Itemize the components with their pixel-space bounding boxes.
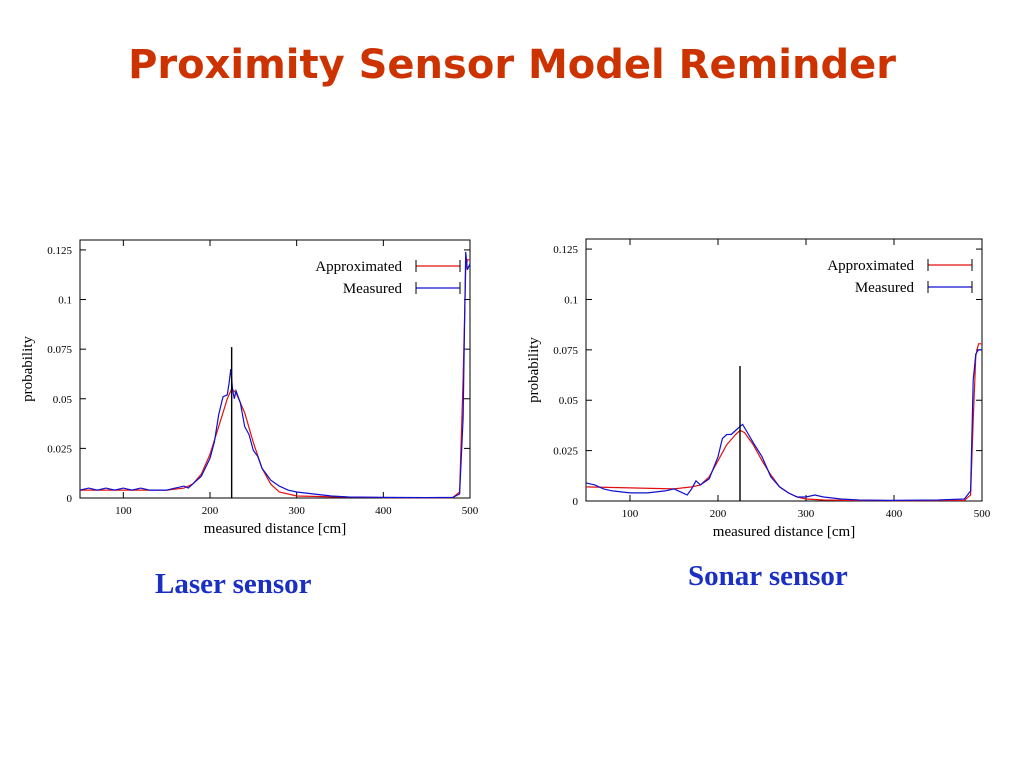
y-tick-label: 0.05 — [559, 395, 579, 407]
y-tick-label: 0 — [573, 496, 579, 508]
laser-sensor-caption: Laser sensor — [155, 568, 312, 600]
x-axis-label: measured distance [cm] — [713, 524, 855, 540]
x-tick-label: 100 — [622, 508, 639, 520]
x-tick-label: 300 — [798, 508, 815, 520]
sonar-sensor-chart: 0 0.025 0.05 0.075 0.1 0.125 100 200 300 400 500 me… — [526, 238, 991, 540]
y-tick-label: 0.125 — [553, 244, 578, 256]
plot-frame — [79, 239, 471, 499]
y-tick-label: 0.125 — [47, 245, 72, 257]
legend-label: Approximated — [315, 259, 402, 275]
y-tick-label: 0.1 — [564, 294, 578, 306]
x-tick-label: 300 — [288, 505, 305, 517]
x-axis-label: measured distance [cm] — [204, 521, 346, 537]
legend-label: Measured — [855, 280, 915, 296]
legend-label: Approximated — [827, 258, 914, 274]
series-line-measured — [79, 251, 471, 499]
y-tick-label: 0.025 — [47, 443, 72, 455]
slide-title: Proximity Sensor Model Reminder — [128, 42, 896, 88]
y-tick-label: 0.075 — [47, 344, 72, 356]
x-tick-label: 100 — [115, 505, 132, 517]
series-line-approximated — [80, 259, 470, 499]
legend-label: Measured — [343, 281, 403, 297]
x-tick-label: 400 — [886, 508, 903, 520]
x-tick-label: 500 — [974, 508, 991, 520]
y-tick-label: 0.05 — [53, 394, 73, 406]
series-line-measured — [585, 349, 982, 502]
plot-frame — [585, 238, 983, 502]
x-tick-label: 400 — [375, 505, 392, 517]
y-axis-label: probability — [526, 337, 542, 403]
y-tick-label: 0 — [67, 493, 73, 505]
sonar-sensor-caption: Sonar sensor — [688, 560, 848, 592]
x-tick-label: 200 — [202, 505, 219, 517]
y-axis-label: probability — [20, 336, 36, 402]
y-tick-label: 0.1 — [58, 295, 72, 307]
y-tick-label: 0.025 — [553, 446, 578, 458]
y-tick-label: 0.075 — [553, 345, 578, 357]
x-tick-label: 500 — [462, 505, 479, 517]
series-line-approximated — [585, 343, 982, 502]
x-tick-label: 200 — [710, 508, 727, 520]
laser-sensor-chart: 0 0.025 0.05 0.075 0.1 0.125 100 200 300 400 500 me… — [20, 239, 479, 537]
